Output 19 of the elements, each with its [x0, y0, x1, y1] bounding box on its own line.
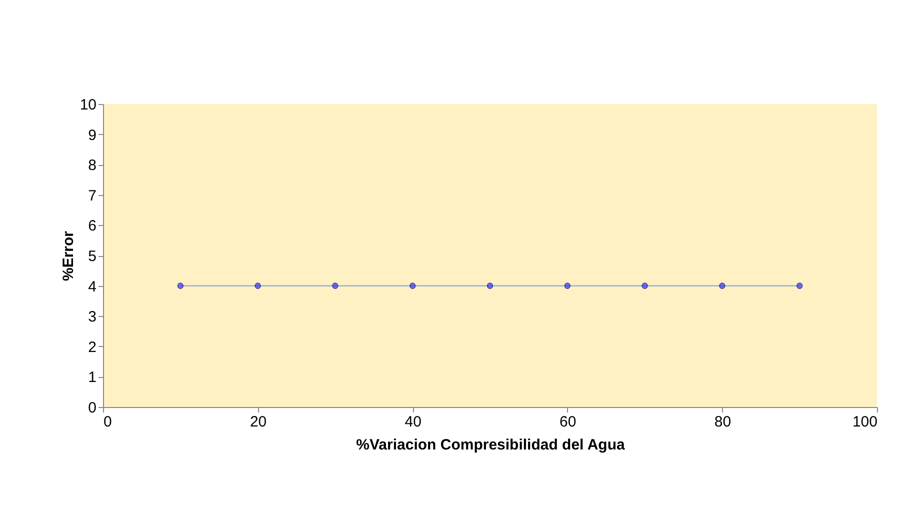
- x-tick-label: 100: [852, 414, 878, 430]
- x-axis-title: %Variacion Compresibilidad del Agua: [356, 436, 626, 454]
- y-tick-label: 1: [88, 369, 96, 386]
- y-tick-label: 10: [80, 96, 96, 114]
- y-tick-label: 6: [88, 218, 96, 235]
- y-tick-label: 0: [88, 400, 96, 416]
- y-axis-title: %Error: [60, 230, 77, 282]
- x-tick-label: 20: [250, 414, 267, 430]
- x-tick-label: 40: [404, 414, 422, 430]
- y-tick-label: 9: [88, 126, 96, 144]
- y-tick-label: 5: [88, 248, 96, 265]
- x-tick-label: 60: [560, 414, 576, 430]
- y-tick-label: 4: [88, 278, 96, 296]
- y-tick-label: 2: [88, 338, 96, 356]
- y-tick-label: 3: [88, 308, 96, 326]
- x-tick-label: 0: [104, 414, 112, 430]
- y-tick-label: 8: [88, 157, 96, 174]
- y-tick-label: 7: [88, 187, 96, 204]
- x-tick-label: 80: [714, 414, 732, 430]
